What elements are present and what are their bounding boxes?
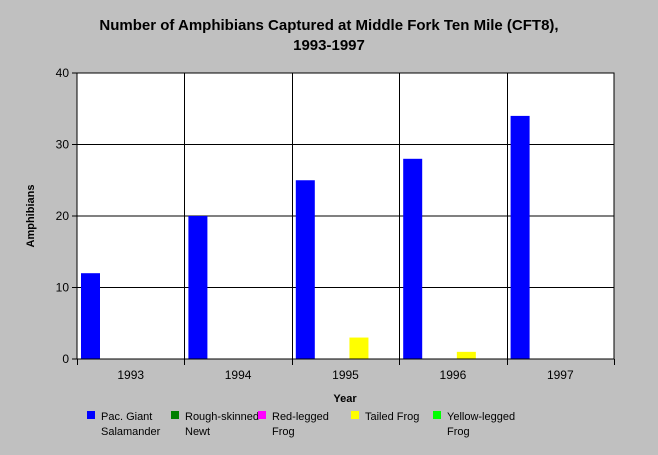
bar	[510, 115, 530, 360]
legend-label: Frog	[272, 426, 295, 438]
bar	[188, 216, 208, 359]
bars	[81, 115, 530, 360]
y-tick-label: 0	[62, 352, 69, 366]
y-tick-label: 30	[56, 138, 70, 152]
legend-label: Frog	[447, 426, 470, 438]
legend-swatch	[433, 411, 441, 419]
legend-swatch	[258, 411, 266, 419]
bar	[81, 273, 100, 359]
legend-label: Tailed Frog	[365, 411, 419, 423]
x-tick-label: 1997	[547, 368, 574, 382]
x-axis-ticks: 1993 1994 1995 1996 1997	[77, 359, 615, 382]
bar	[456, 351, 476, 359]
legend: Pac. Giant Salamander Rough-skinned Newt Red…	[87, 411, 515, 438]
x-tick-label: 1996	[440, 368, 467, 382]
y-tick-label: 40	[56, 66, 70, 80]
legend-label: Newt	[185, 426, 210, 438]
y-axis-label: Amphibians	[25, 185, 37, 248]
x-tick-label: 1993	[117, 368, 144, 382]
x-axis-label: Year	[333, 393, 357, 405]
bar	[295, 180, 315, 359]
legend-label: Salamander	[101, 426, 161, 438]
x-tick-label: 1995	[332, 368, 359, 382]
y-tick-label: 20	[56, 209, 70, 223]
y-axis-ticks: 0 10 20 30 40	[56, 66, 77, 366]
legend-swatch	[351, 411, 359, 419]
bar	[403, 158, 423, 359]
legend-label: Red-legged	[272, 411, 329, 423]
legend-swatch	[87, 411, 95, 419]
legend-label: Yellow-legged	[447, 411, 515, 423]
legend-label: Rough-skinned	[185, 411, 259, 423]
legend-swatch	[171, 411, 179, 419]
chart-title-line-2: 1993-1997	[293, 37, 365, 54]
x-tick-label: 1994	[225, 368, 252, 382]
chart-title-line-1: Number of Amphibians Captured at Middle …	[99, 17, 558, 34]
legend-label: Pac. Giant	[101, 411, 152, 423]
y-tick-label: 10	[56, 281, 70, 295]
bar	[349, 337, 369, 359]
